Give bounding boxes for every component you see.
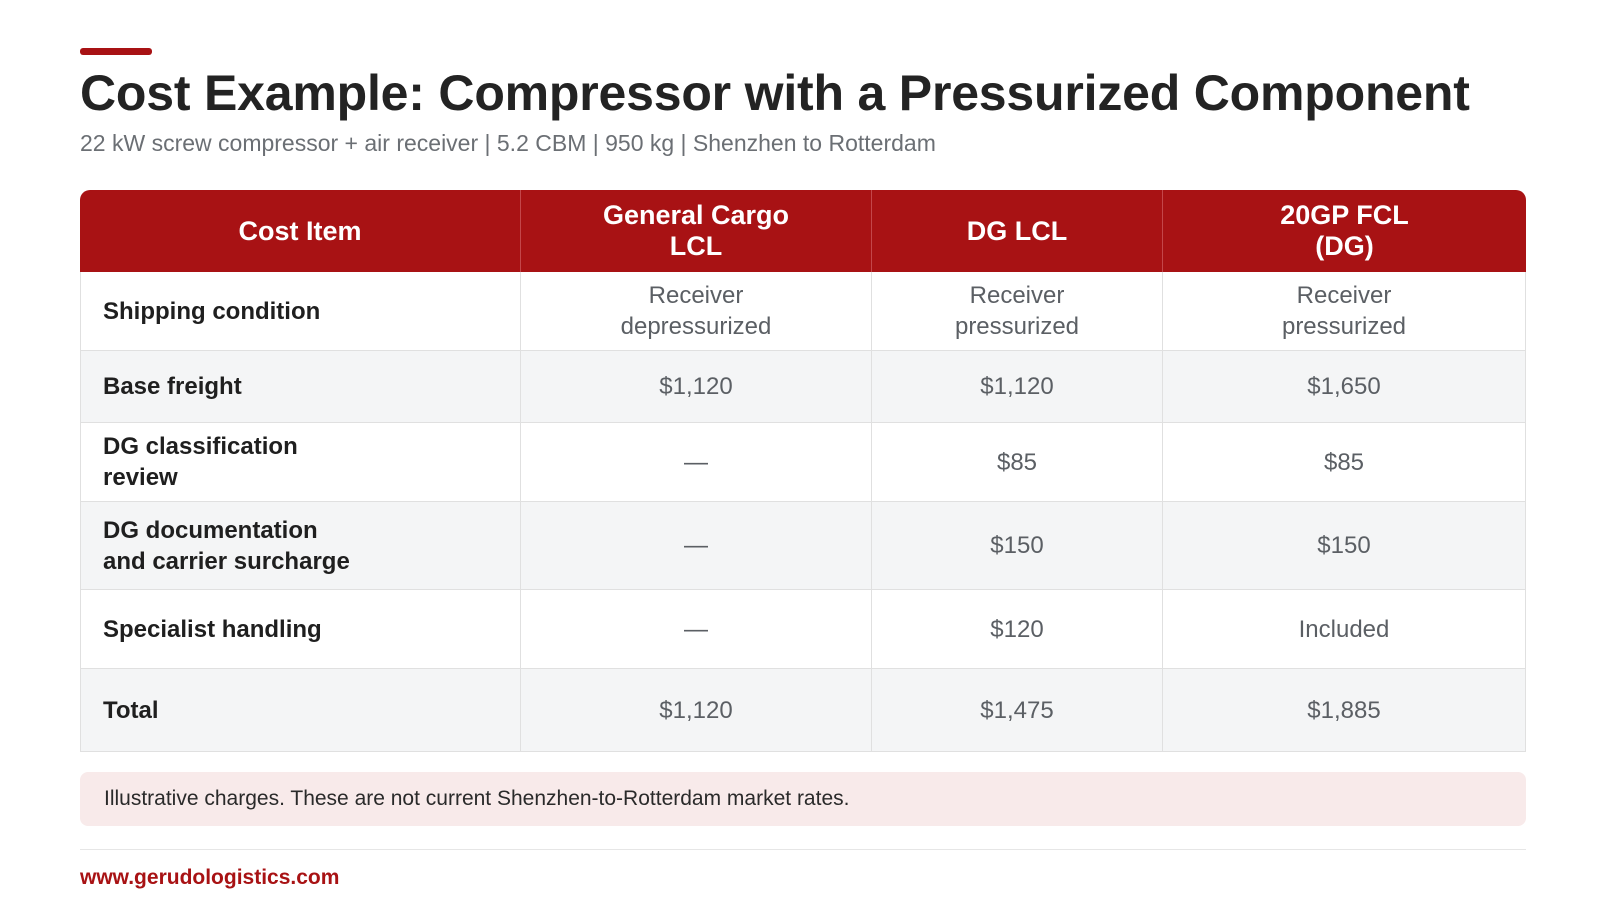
column-header-20gp-fcl-dg-label: 20GP FCL (DG) <box>1280 200 1409 261</box>
cell-dg-lcl: $150 <box>872 502 1163 590</box>
cost-comparison-table: Cost Item General Cargo LCL DG LCL 20GP F… <box>80 190 1526 752</box>
column-header-general-cargo-lcl-label: General Cargo LCL <box>602 200 790 261</box>
table-row: DG documentation and carrier surcharge — … <box>80 502 1526 590</box>
website-link[interactable]: www.gerudologistics.com <box>80 866 340 889</box>
column-header-cost-item: Cost Item <box>80 190 521 272</box>
cost-table-container: Cost Item General Cargo LCL DG LCL 20GP F… <box>80 190 1526 752</box>
column-header-general-cargo-lcl: General Cargo LCL <box>521 190 872 272</box>
column-header-20gp-fcl-dg: 20GP FCL (DG) <box>1163 190 1526 272</box>
table-header-row: Cost Item General Cargo LCL DG LCL 20GP F… <box>80 190 1526 272</box>
cell-20gp-fcl-dg: Receiver pressurized <box>1163 272 1526 351</box>
accent-bar <box>80 48 152 55</box>
cell-general-cargo-lcl: $1,120 <box>521 351 872 423</box>
row-label: Specialist handling <box>80 590 521 669</box>
table-row: Base freight $1,120 $1,120 $1,650 <box>80 351 1526 423</box>
cell-dg-lcl: $1,475 <box>872 669 1163 752</box>
cell-dg-lcl: $1,120 <box>872 351 1163 423</box>
cell-general-cargo-lcl: Receiver depressurized <box>521 272 872 351</box>
page-title: Cost Example: Compressor with a Pressuri… <box>80 65 1470 121</box>
disclaimer-note: Illustrative charges. These are not curr… <box>80 772 1526 826</box>
column-header-dg-lcl: DG LCL <box>872 190 1163 272</box>
table-row: Specialist handling — $120 Included <box>80 590 1526 669</box>
cell-20gp-fcl-dg: $1,885 <box>1163 669 1526 752</box>
cell-20gp-fcl-dg: $150 <box>1163 502 1526 590</box>
table-row-total: Total $1,120 $1,475 $1,885 <box>80 669 1526 752</box>
row-label: DG documentation and carrier surcharge <box>80 502 521 590</box>
cell-general-cargo-lcl: — <box>521 502 872 590</box>
cell-20gp-fcl-dg: $1,650 <box>1163 351 1526 423</box>
cell-dg-lcl: $85 <box>872 423 1163 502</box>
row-label: Base freight <box>80 351 521 423</box>
row-label: Total <box>80 669 521 752</box>
page-subtitle: 22 kW screw compressor + air receiver | … <box>80 130 936 156</box>
cell-dg-lcl: Receiver pressurized <box>872 272 1163 351</box>
cell-dg-lcl: $120 <box>872 590 1163 669</box>
table-row: DG classification review — $85 $85 <box>80 423 1526 502</box>
cell-general-cargo-lcl: $1,120 <box>521 669 872 752</box>
footer-divider <box>80 849 1526 850</box>
table-row: Shipping condition Receiver depressurized… <box>80 272 1526 351</box>
row-label: DG classification review <box>80 423 521 502</box>
cell-20gp-fcl-dg: Included <box>1163 590 1526 669</box>
cell-general-cargo-lcl: — <box>521 590 872 669</box>
row-label: Shipping condition <box>80 272 521 351</box>
cell-general-cargo-lcl: — <box>521 423 872 502</box>
cell-20gp-fcl-dg: $85 <box>1163 423 1526 502</box>
